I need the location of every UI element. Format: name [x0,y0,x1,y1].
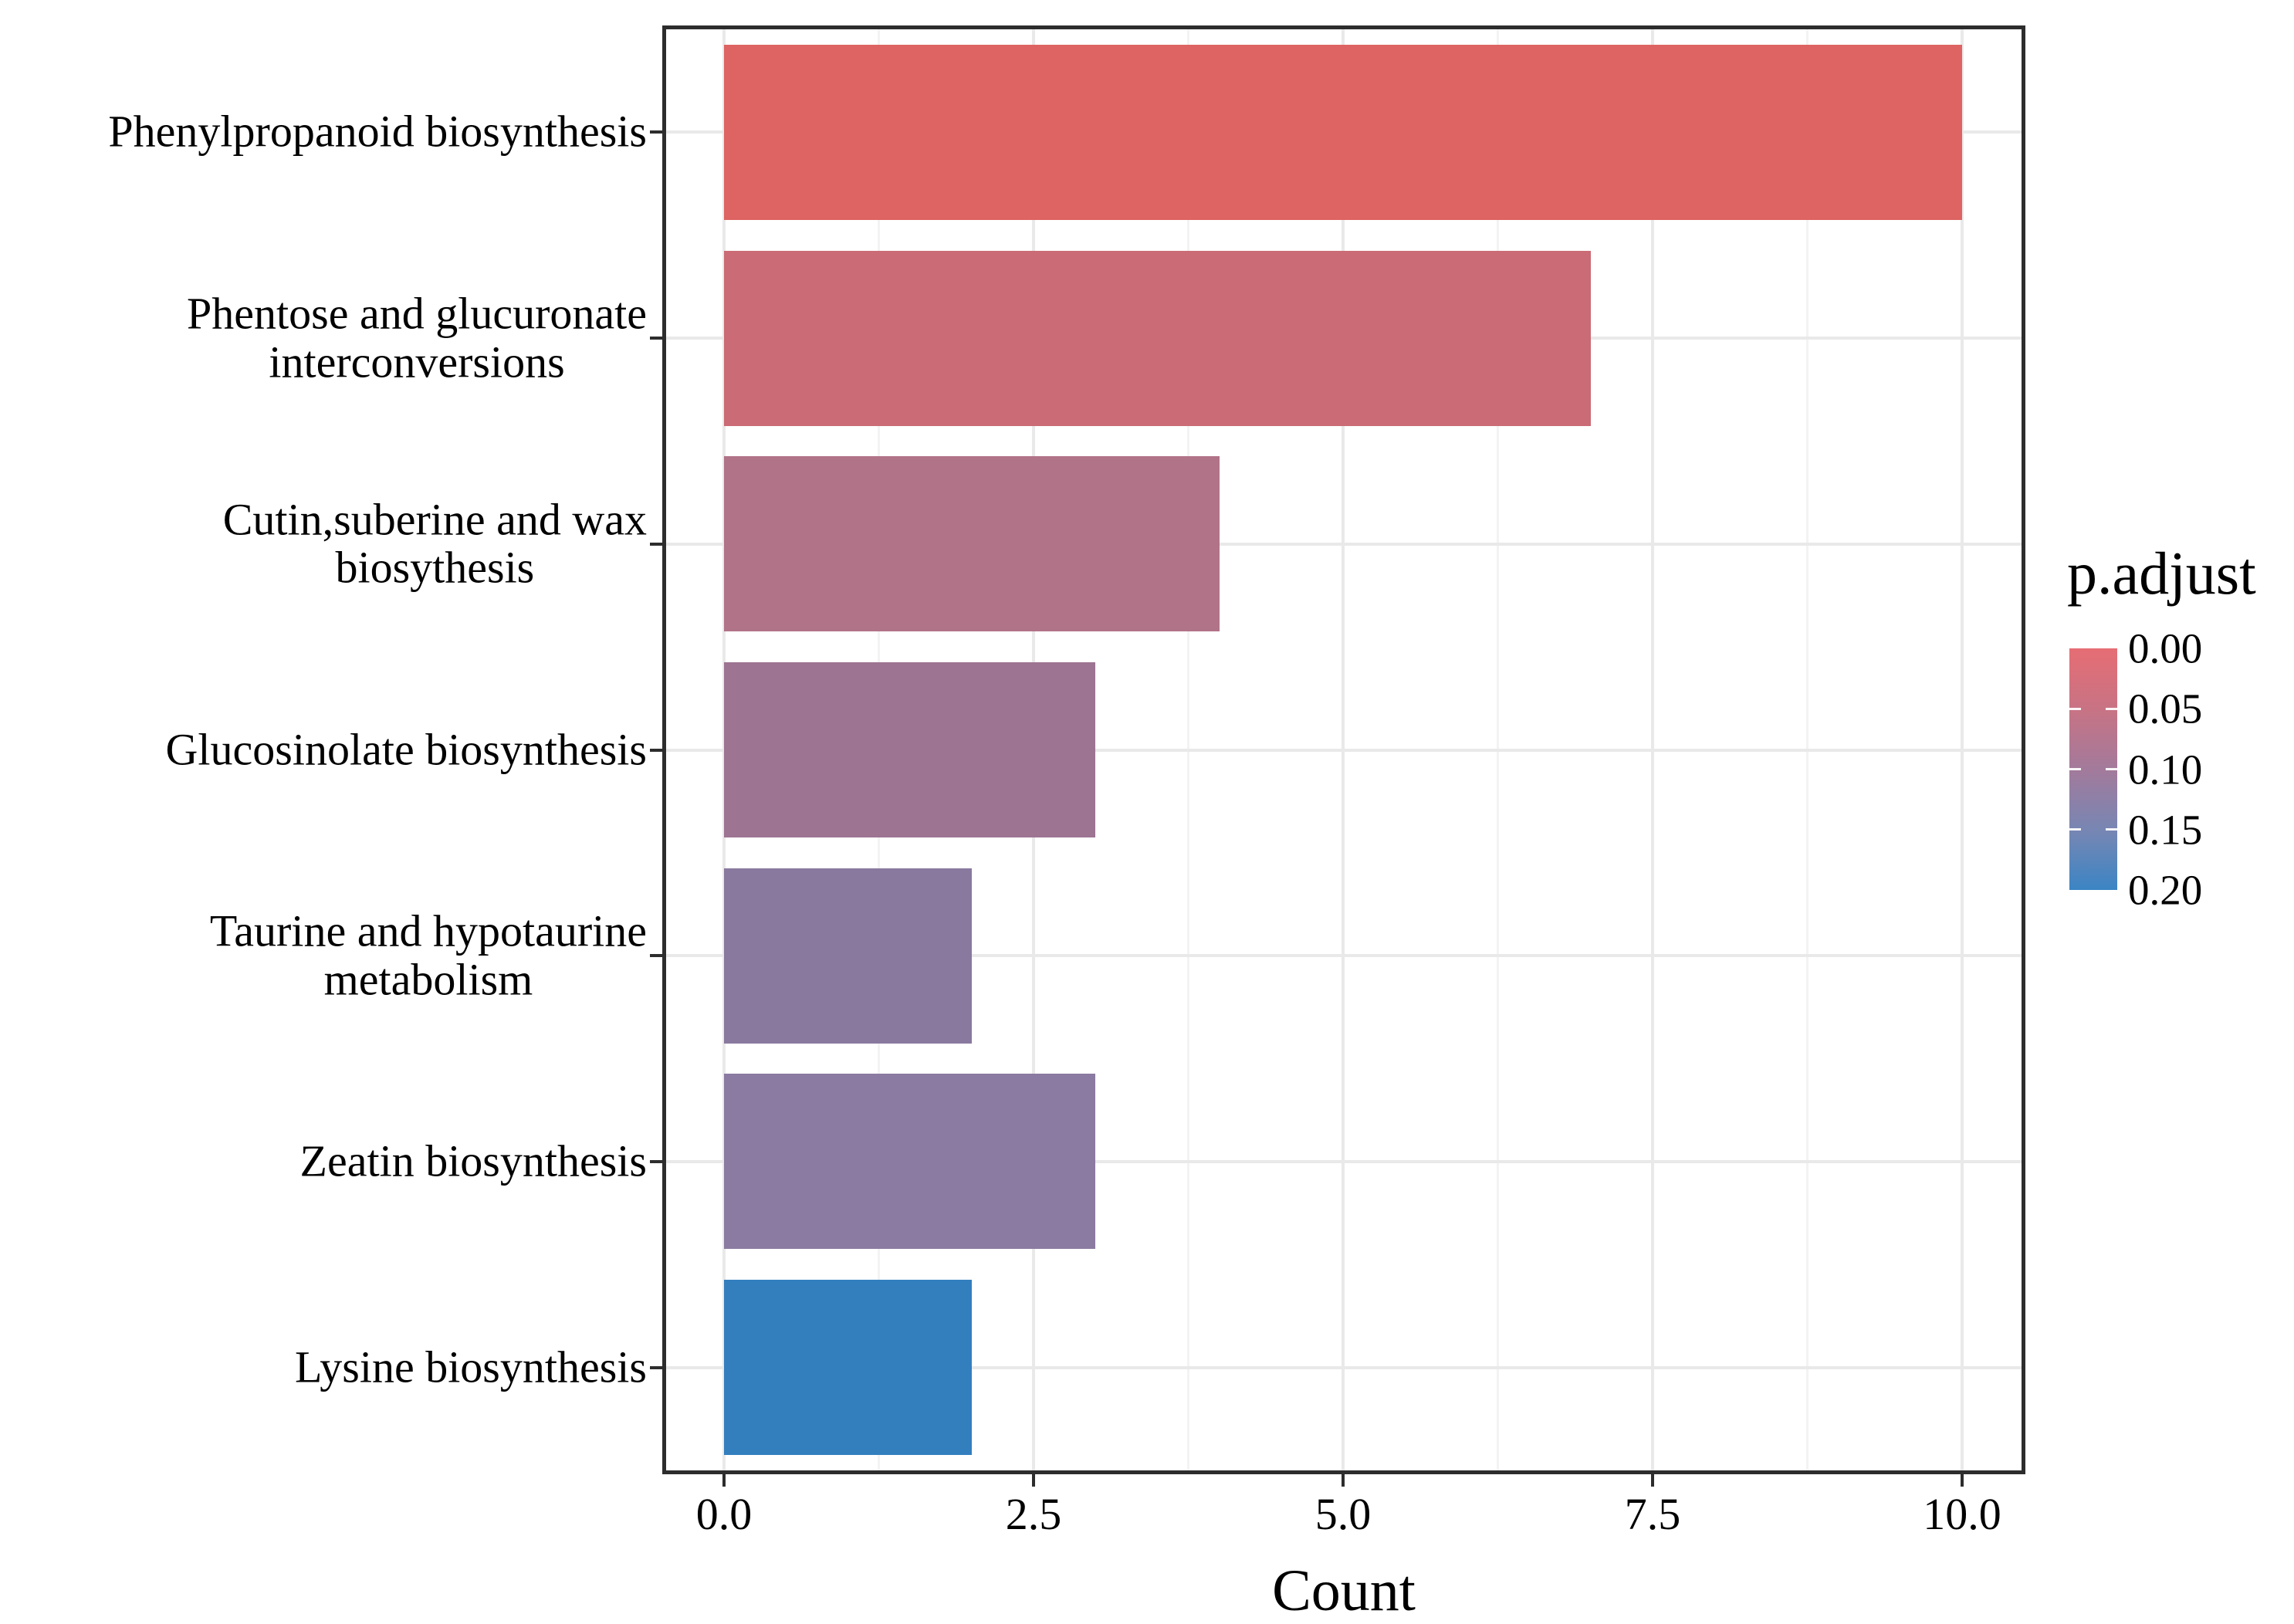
x-tick-label: 0.0 [695,1489,753,1539]
legend-title: p.adjust [2067,540,2256,607]
x-tick-mark [1032,1474,1035,1487]
x-tick-mark [722,1474,726,1487]
x-tick-label: 5.0 [1314,1489,1372,1539]
y-axis-label: Glucosinolate biosynthesis [0,726,647,774]
gridline-major [666,954,2022,958]
category-label: Phentose and glucuronate interconversion… [187,288,647,387]
x-tick-label: 7.5 [1624,1489,1681,1539]
legend-gradient-bar [2069,648,2117,890]
legend-tick [2106,828,2117,831]
y-tick-mark [650,954,662,958]
x-tick-mark [1651,1474,1654,1487]
x-tick-mark [1961,1474,1964,1487]
plot-panel [662,25,2025,1474]
bar-1 [724,44,1962,220]
gridline-major [666,1365,2022,1369]
category-label: Phenylpropanoid biosynthesis [108,107,647,157]
category-label: Taurine and hypotaurine metabolism [209,905,647,1005]
y-tick-mark [650,542,662,546]
y-axis-label: Phenylpropanoid biosynthesis [0,107,647,157]
gridline-major [666,748,2022,752]
y-tick-mark [650,1365,662,1369]
y-axis-labels: Phenylpropanoid biosynthesis Phentose and… [0,0,647,1474]
bar-6 [724,1074,1096,1250]
category-label: Zeatin biosynthesis [299,1135,647,1186]
bar-5 [724,868,972,1044]
x-tick-label: 10.0 [1923,1489,2001,1539]
x-tick-label: 2.5 [1005,1489,1062,1539]
y-tick-mark [650,1159,662,1163]
y-axis-label: Zeatin biosynthesis [0,1135,647,1186]
bar-7 [724,1280,972,1456]
legend-tick [2106,768,2117,770]
y-axis-label: Taurine and hypotaurine metabolism [0,905,647,1005]
y-tick-mark [650,130,662,134]
legend-tick [2069,828,2081,831]
gridline-major [666,1159,2022,1163]
category-label: Cutin,suberine and wax biosythesis [222,494,647,593]
y-axis-label: Phentose and glucuronate interconversion… [0,289,647,386]
y-axis-label: Cutin,suberine and wax biosythesis [0,494,647,593]
legend-tick [2106,707,2117,710]
bar-3 [724,456,1220,632]
bar-2 [724,250,1591,426]
category-label: Glucosinolate biosynthesis [165,724,647,775]
category-label: Lysine biosynthesis [295,1341,647,1392]
legend-value-label: 0.10 [2128,746,2203,793]
legend-value-label: 0.00 [2128,624,2203,672]
x-axis-title: Count [1272,1558,1416,1623]
y-axis-label: Lysine biosynthesis [0,1343,647,1392]
y-tick-mark [650,748,662,752]
legend-value-label: 0.15 [2128,806,2203,854]
gridline-major [666,542,2022,546]
legend-tick [2069,707,2081,710]
y-tick-mark [650,337,662,340]
legend-value-label: 0.20 [2128,866,2203,914]
x-tick-mark [1342,1474,1345,1487]
bar-4 [724,662,1096,837]
legend-value-label: 0.05 [2128,685,2203,732]
legend-tick [2069,768,2081,770]
